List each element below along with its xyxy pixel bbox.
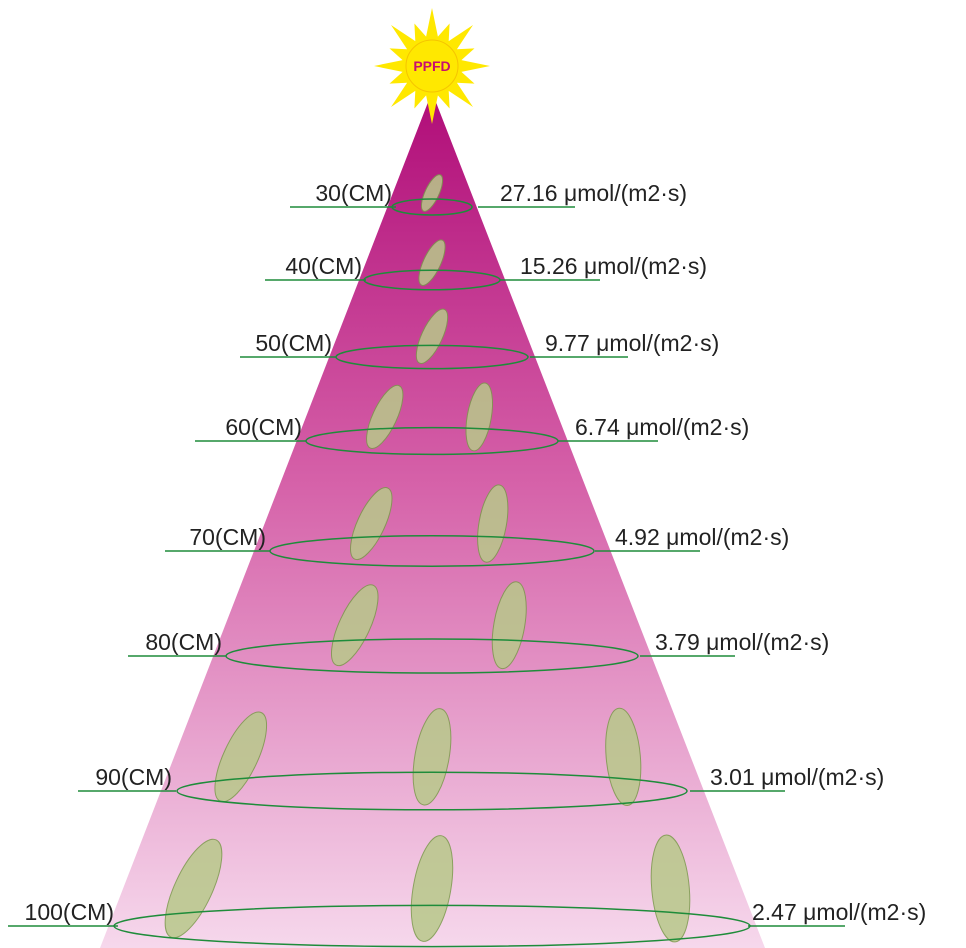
ppfd-value: 6.74 μmol/(m2·s) bbox=[575, 414, 749, 440]
distance-label: 30(CM) bbox=[315, 180, 392, 206]
ppfd-value: 9.77 μmol/(m2·s) bbox=[545, 330, 719, 356]
ppfd-value: 3.79 μmol/(m2·s) bbox=[655, 629, 829, 655]
distance-label: 90(CM) bbox=[95, 764, 172, 790]
sun: PPFD bbox=[374, 8, 490, 124]
light-cone bbox=[100, 92, 765, 948]
ppfd-value: 27.16 μmol/(m2·s) bbox=[500, 180, 687, 206]
distance-label: 60(CM) bbox=[225, 414, 302, 440]
ppfd-value: 15.26 μmol/(m2·s) bbox=[520, 253, 707, 279]
ppfd-value: 2.47 μmol/(m2·s) bbox=[752, 899, 926, 925]
ppfd-diagram: PPFD 30(CM) 27.16 μmol/(m2·s) 40(CM) 15.26 … bbox=[0, 0, 966, 948]
distance-label: 80(CM) bbox=[145, 629, 222, 655]
sun-label: PPFD bbox=[413, 58, 450, 74]
distance-label: 100(CM) bbox=[25, 899, 114, 925]
ppfd-value: 4.92 μmol/(m2·s) bbox=[615, 524, 789, 550]
ppfd-value: 3.01 μmol/(m2·s) bbox=[710, 764, 884, 790]
distance-label: 40(CM) bbox=[285, 253, 362, 279]
distance-label: 50(CM) bbox=[255, 330, 332, 356]
distance-label: 70(CM) bbox=[189, 524, 266, 550]
